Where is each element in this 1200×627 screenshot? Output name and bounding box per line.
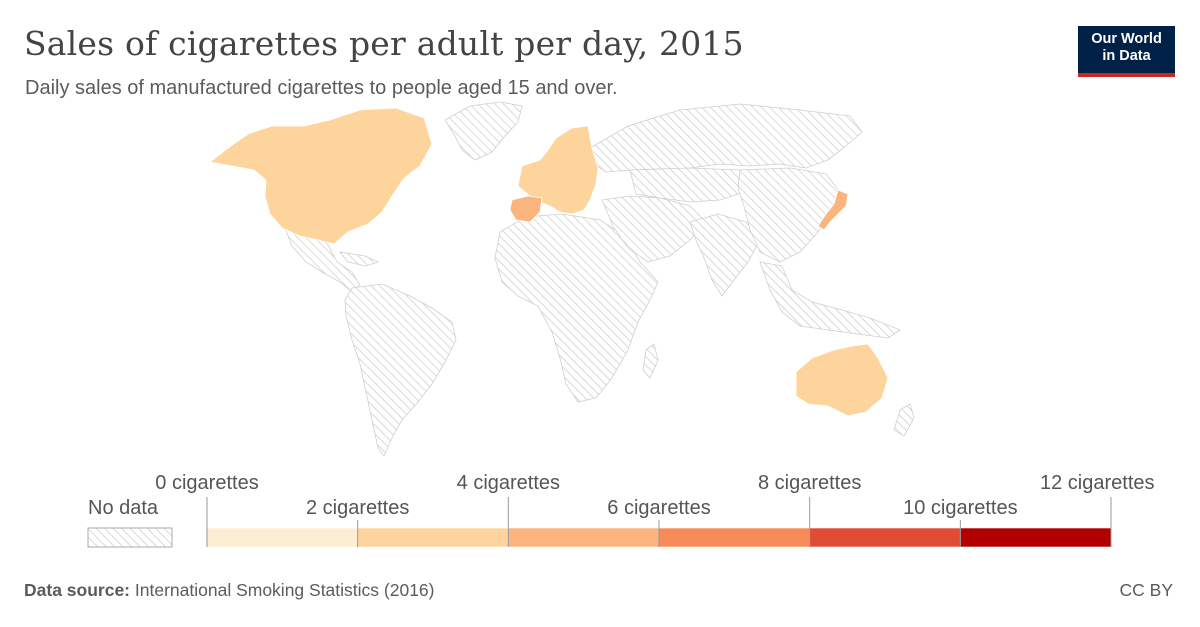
- region-australia[interactable]: [795, 343, 889, 417]
- license-link[interactable]: CC BY: [1119, 580, 1173, 600]
- legend-bin-2[interactable]: [508, 527, 660, 548]
- logo-line-1: Our World: [1091, 31, 1162, 47]
- legend-no-data-label: No data: [88, 497, 159, 519]
- legend-tick-label-6: 12 cigarettes: [1040, 472, 1155, 494]
- legend-tick-label-0: 0 cigarettes: [155, 472, 259, 494]
- region-eastern-europe-russia[interactable]: [589, 103, 863, 173]
- legend-bin-3[interactable]: [658, 527, 810, 548]
- legend-tick-label-4: 8 cigarettes: [757, 472, 862, 494]
- legend-bin-4[interactable]: [809, 527, 961, 548]
- legend-tick-label-3: 6 cigarettes: [607, 497, 711, 519]
- data-source: Data source: International Smoking Stati…: [24, 580, 434, 601]
- legend-bin-0[interactable]: [206, 527, 358, 548]
- legend-tick-label-1: 2 cigarettes: [305, 497, 410, 519]
- data-source-text[interactable]: International Smoking Statistics (2016): [134, 580, 435, 600]
- region-spain[interactable]: [509, 195, 543, 223]
- chart-title: Sales of cigarettes per adult per day, 2…: [24, 24, 744, 63]
- region-new-zealand[interactable]: [893, 403, 915, 437]
- legend-tick-label-2: 4 cigarettes: [456, 472, 561, 494]
- region-east-asia[interactable]: [737, 167, 841, 263]
- region-middle-east[interactable]: [601, 195, 707, 263]
- region-southeast-asia[interactable]: [759, 261, 901, 339]
- legend-bin-1[interactable]: [357, 527, 509, 548]
- region-caribbean[interactable]: [339, 251, 380, 267]
- legend-color-scale: [206, 497, 1112, 548]
- legend-tick-label-5: 10 cigarettes: [903, 497, 1018, 519]
- region-central-asia[interactable]: [629, 167, 751, 203]
- logo-line-2: in Data: [1102, 48, 1151, 64]
- region-africa[interactable]: [494, 213, 659, 403]
- chart-subtitle: Daily sales of manufactured cigarettes t…: [25, 77, 618, 99]
- region-south-asia[interactable]: [689, 213, 761, 297]
- region-north-america[interactable]: [209, 107, 433, 245]
- region-madagascar[interactable]: [642, 343, 659, 379]
- region-greenland[interactable]: [444, 101, 523, 161]
- no-data-regions: [284, 101, 915, 457]
- legend-bin-5[interactable]: [960, 527, 1112, 548]
- legend-no-data-swatch[interactable]: [87, 527, 173, 548]
- data-source-label: Data source:: [24, 580, 131, 600]
- region-south-america[interactable]: [344, 283, 457, 457]
- region-japan[interactable]: [817, 189, 849, 231]
- owid-logo[interactable]: Our World in Data: [1078, 26, 1175, 77]
- data-regions: [209, 107, 889, 417]
